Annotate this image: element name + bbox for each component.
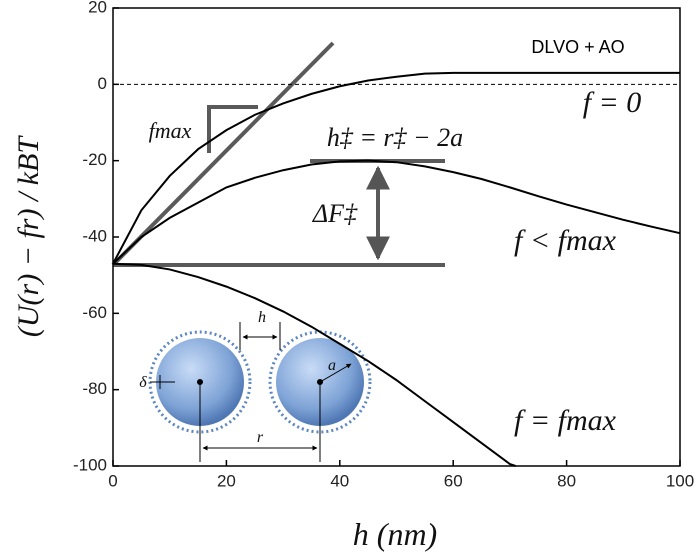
annotation: fmax <box>149 118 192 143</box>
inset: h δ a r <box>139 309 372 462</box>
inset-label: h <box>258 309 266 326</box>
inset-label: δ <box>139 374 147 391</box>
annotation: h‡ = r‡ − 2a <box>327 123 463 152</box>
inset-label: a <box>328 357 336 374</box>
curve <box>112 262 516 467</box>
x-tick-label: 20 <box>217 471 236 490</box>
x-tick-label: 60 <box>444 471 463 490</box>
series-label: f = fmax <box>514 404 617 437</box>
annotation: DLVO + AO <box>531 37 624 57</box>
y-tick-label: -60 <box>82 303 107 322</box>
y-tick-label: 20 <box>88 0 107 16</box>
y-tick-label: -40 <box>82 226 107 245</box>
y-axis-label: (U(r) − fr) / kBT <box>12 135 45 338</box>
annotation: ΔF‡ <box>312 199 358 228</box>
x-tick-label: 100 <box>666 471 694 490</box>
y-tick-label: -80 <box>82 379 107 398</box>
curve <box>112 159 681 265</box>
y-tick-label: 0 <box>98 74 107 93</box>
y-tick-label: -100 <box>73 455 107 474</box>
x-tick-label: 40 <box>330 471 349 490</box>
x-tick-label: 80 <box>557 471 576 490</box>
x-tick-label: 0 <box>108 471 117 490</box>
series-label: f = 0 <box>583 86 642 119</box>
y-tick-label: -20 <box>82 150 107 169</box>
inset-label: r <box>257 429 264 446</box>
x-axis-label: h (nm) <box>353 516 437 552</box>
series-label: f < fmax <box>514 224 617 257</box>
curve <box>112 71 680 265</box>
